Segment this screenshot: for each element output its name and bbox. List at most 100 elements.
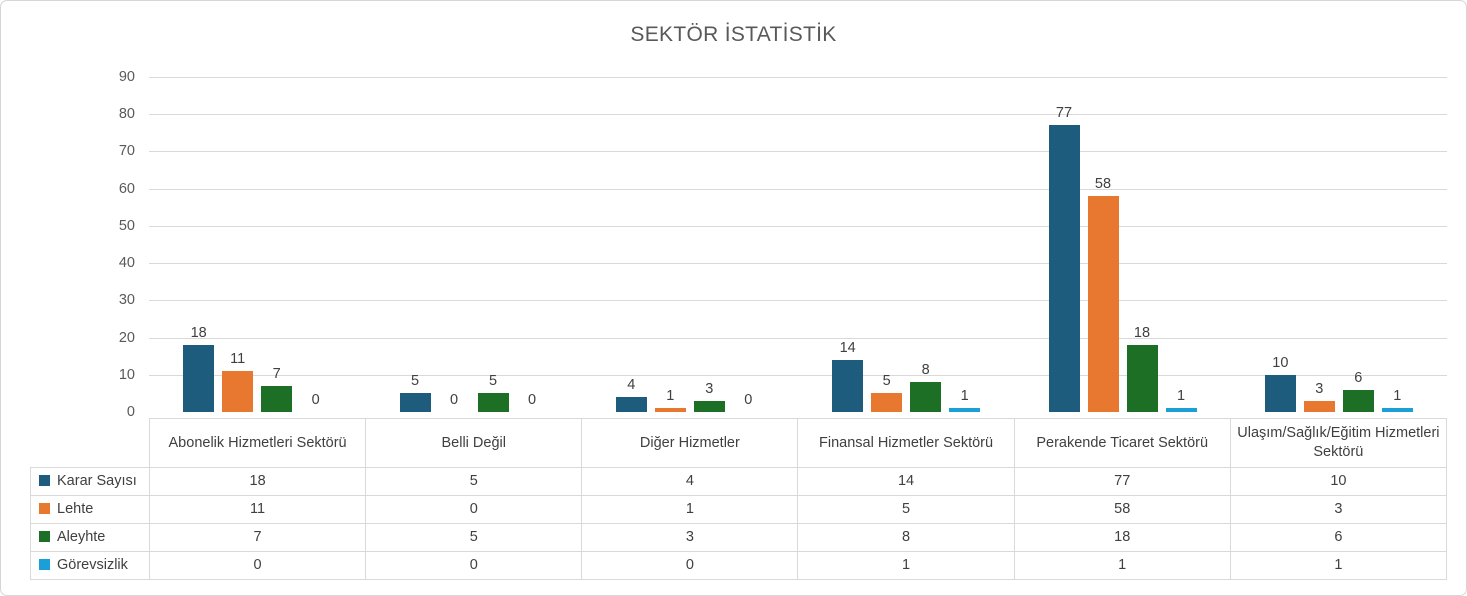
table-corner-cell xyxy=(31,419,150,468)
bar-value-label: 58 xyxy=(1094,176,1112,193)
bar-value-label: 1 xyxy=(666,388,675,405)
value-cell-s0-c5: 10 xyxy=(1229,467,1448,496)
bar-value-label: 7 xyxy=(272,365,281,382)
bar-value-label: 1 xyxy=(960,388,969,405)
y-axis-tick-label: 90 xyxy=(118,69,135,85)
bar-value-label: 10 xyxy=(1272,354,1289,371)
gridline-y-90 xyxy=(149,77,1447,78)
value-cell-s3-c2: 0 xyxy=(581,551,799,580)
legend-cell-1: Lehte xyxy=(30,495,150,524)
value-cell-s3-c0: 0 xyxy=(148,551,367,580)
bar-value-label: 5 xyxy=(410,373,420,390)
bar-value-label: 5 xyxy=(882,373,891,390)
gridline-y-60 xyxy=(149,188,1447,190)
table-row-0: Karar Sayısı 18 5 4 14 77 10 xyxy=(30,467,1448,496)
bar-series-0-category-2 xyxy=(615,397,647,412)
category-header-4: Perakende Ticaret Sektörü xyxy=(1013,418,1231,468)
value-cell-s1-c0: 11 xyxy=(148,495,367,524)
gridline-y-80 xyxy=(149,114,1447,116)
legend-cell-0: Karar Sayısı xyxy=(30,467,150,496)
series-name-label: Görevsizlik xyxy=(57,557,128,574)
bar-value-label: 18 xyxy=(190,325,207,341)
value-cell-s0-c1: 5 xyxy=(365,467,583,496)
value-cell-s1-c5: 3 xyxy=(1229,495,1448,524)
y-axis-tick-label: 70 xyxy=(118,143,135,160)
gridline-y-50 xyxy=(149,225,1447,227)
table-row-1: Lehte 11 0 1 5 58 3 xyxy=(30,495,1448,524)
value-cell-s3-c1: 0 xyxy=(365,551,583,580)
bar-series-0-category-5 xyxy=(1264,374,1296,412)
table-row-3: Görevsizlik 0 0 0 1 1 1 xyxy=(30,551,1448,580)
bar-series-3-category-4 xyxy=(1165,408,1197,412)
bar-series-0-category-0 xyxy=(183,345,215,412)
value-cell-s2-c5: 6 xyxy=(1229,523,1448,552)
value-cell-s1-c3: 5 xyxy=(797,495,1015,524)
bar-value-label: 5 xyxy=(488,373,498,390)
bar-series-1-category-3 xyxy=(871,393,903,412)
gridline-y-20 xyxy=(149,337,1447,339)
value-cell-s2-c2: 3 xyxy=(581,523,799,552)
value-cell-s3-c4: 1 xyxy=(1013,551,1231,580)
y-axis-tick-label: 30 xyxy=(118,292,135,309)
bar-value-label: 1 xyxy=(1176,388,1186,405)
chart-title: SEKTÖR İSTATİSTİK xyxy=(630,23,837,46)
y-axis-tick-label: 80 xyxy=(118,106,135,123)
bar-value-label: 11 xyxy=(230,351,246,368)
bar-series-2-category-5 xyxy=(1342,389,1374,412)
gridline-y-70 xyxy=(149,151,1447,153)
value-cell-s0-c3: 14 xyxy=(797,467,1015,496)
bar-series-2-category-3 xyxy=(910,382,942,412)
bar-series-1-category-4 xyxy=(1087,196,1119,412)
bar-value-label: 18 xyxy=(1133,325,1151,341)
gridline-y-10 xyxy=(149,374,1447,376)
bar-series-0-category-3 xyxy=(832,359,864,412)
y-axis-tick-label: 50 xyxy=(118,217,135,234)
category-header-5: Ulaşım/Sağlık/Eğitim Hizmetleri Sektörü xyxy=(1229,418,1448,468)
bar-series-3-category-5 xyxy=(1381,408,1413,412)
value-cell-s1-c2: 1 xyxy=(581,495,799,524)
bar-value-label: 0 xyxy=(311,392,320,408)
bar-series-3-category-3 xyxy=(949,408,981,412)
value-cell-s3-c5: 1 xyxy=(1229,551,1448,580)
y-axis-tick-label: 10 xyxy=(118,366,135,383)
category-header-2: Diğer Hizmetler xyxy=(581,418,799,468)
category-header-3: Finansal Hizmetler Sektörü xyxy=(797,418,1015,468)
bar-series-1-category-5 xyxy=(1303,400,1335,412)
bar-series-0-category-4 xyxy=(1048,125,1080,412)
legend-cell-2: Aleyhte xyxy=(30,523,150,552)
y-axis-tick-label: 60 xyxy=(118,180,135,197)
series-name-label: Aleyhte xyxy=(57,529,106,546)
bar-series-0-category-1 xyxy=(399,393,431,412)
bar-value-label: 8 xyxy=(921,362,930,379)
bar-value-label: 4 xyxy=(627,377,636,394)
value-cell-s2-c3: 8 xyxy=(797,523,1015,552)
value-cell-s0-c4: 77 xyxy=(1013,467,1231,496)
series-name-label: Karar Sayısı xyxy=(57,473,137,490)
category-header-0: Abonelik Hizmetleri Sektörü xyxy=(148,418,367,468)
gridline-y-30 xyxy=(149,300,1447,302)
bar-value-label: 0 xyxy=(527,392,537,408)
value-cell-s2-c1: 5 xyxy=(365,523,583,552)
y-axis-tick-label: 40 xyxy=(118,255,135,272)
gridline-y-40 xyxy=(149,263,1447,265)
bar-series-2-category-2 xyxy=(693,400,725,412)
bar-series-1-category-2 xyxy=(654,408,686,412)
legend-swatch-icon xyxy=(39,531,50,543)
value-cell-s0-c2: 4 xyxy=(581,467,799,496)
category-header-1: Belli Değil xyxy=(365,418,583,468)
bar-value-label: 14 xyxy=(839,339,856,356)
legend-swatch-icon xyxy=(39,559,50,571)
bar-series-1-category-0 xyxy=(222,371,254,412)
bar-series-2-category-1 xyxy=(477,393,509,412)
bar-value-label: 3 xyxy=(1315,380,1324,397)
bar-value-label: 77 xyxy=(1055,105,1073,122)
table-row-2: Aleyhte 7 5 3 8 18 6 xyxy=(30,523,1448,552)
y-axis-tick-label: 20 xyxy=(118,329,135,346)
value-cell-s1-c4: 58 xyxy=(1013,495,1231,524)
series-name-label: Lehte xyxy=(57,501,94,518)
data-table: Abonelik Hizmetleri Sektörü Belli Değil Di… xyxy=(30,418,1448,580)
legend-cell-3: Görevsizlik xyxy=(30,551,150,580)
value-cell-s0-c0: 18 xyxy=(148,467,367,496)
value-cell-s2-c0: 7 xyxy=(148,523,367,552)
